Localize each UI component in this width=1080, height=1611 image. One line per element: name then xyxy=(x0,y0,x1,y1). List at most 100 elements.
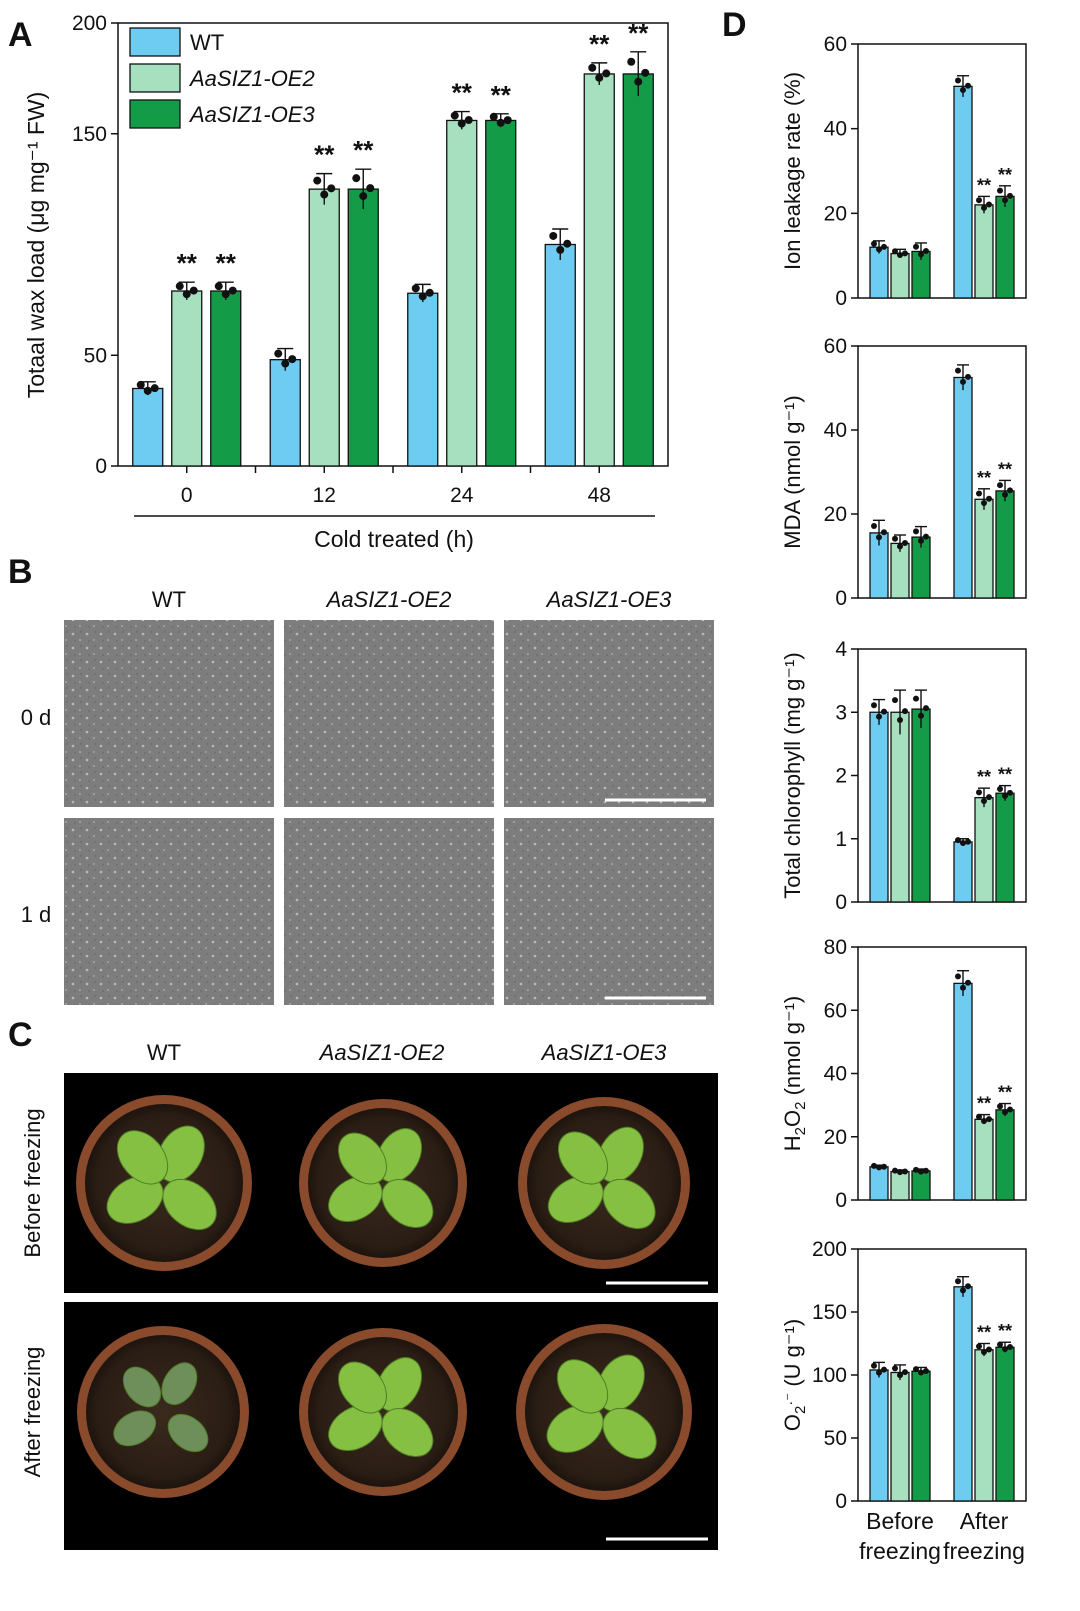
data-point xyxy=(902,1369,908,1376)
bar-AaSIZ1-OE2-0 xyxy=(171,290,203,467)
data-point xyxy=(327,184,336,193)
data-point xyxy=(955,77,961,84)
data-point xyxy=(897,252,903,259)
data-point xyxy=(913,528,919,535)
bar-WT-After freezing xyxy=(953,1286,973,1502)
x-tick-label: After xyxy=(960,1508,1009,1534)
data-point xyxy=(876,713,882,720)
data-point xyxy=(1007,789,1013,796)
y-tick-label: 50 xyxy=(84,344,107,367)
data-point xyxy=(955,837,961,844)
data-point xyxy=(997,187,1003,194)
bar-WT-Before freezing xyxy=(869,711,889,903)
panel-b-label: B xyxy=(8,553,33,591)
bar-AaSIZ1-OE2-After freezing xyxy=(974,1349,994,1502)
plant-leaf xyxy=(106,1175,164,1224)
y-tick-label: 20 xyxy=(824,202,847,225)
bar-WT-0 xyxy=(132,387,164,467)
plant-leaf xyxy=(162,1178,217,1231)
sem-image-wt-0d xyxy=(64,620,274,807)
panel-d-label: D xyxy=(722,6,747,44)
significance-mark: ** xyxy=(314,140,335,170)
y-tick-label: 200 xyxy=(812,1238,847,1261)
data-point xyxy=(221,290,230,299)
panel-c-row-before: Before freezing xyxy=(20,1108,45,1257)
bar-AaSIZ1-OE3-12 xyxy=(347,188,379,467)
y-tick-label: 60 xyxy=(824,999,847,1022)
data-point xyxy=(627,57,636,66)
pot-soil xyxy=(525,1333,683,1491)
panel-b-row-0d: 0 d xyxy=(21,705,52,730)
y-axis-title-D3: Total chlorophyll (mg g⁻¹) xyxy=(780,652,805,898)
data-point xyxy=(182,290,191,299)
bar-AaSIZ1-OE2-Before freezing xyxy=(890,1371,910,1502)
sem-image-oe3-1d xyxy=(504,818,714,1005)
data-point xyxy=(892,1167,898,1174)
bar-AaSIZ1-OE3-Before freezing xyxy=(911,1170,931,1201)
data-point xyxy=(960,87,966,94)
data-point xyxy=(876,1164,882,1171)
plot-frame-D2 xyxy=(857,345,1027,599)
significance-mark: ** xyxy=(452,78,473,108)
significance-mark: ** xyxy=(998,1321,1012,1341)
panel-b-row-1d: 1 d xyxy=(21,902,52,927)
data-point xyxy=(871,240,877,247)
bar-AaSIZ1-OE3-Before freezing xyxy=(911,1370,931,1502)
data-point xyxy=(897,543,903,550)
plant-leaf xyxy=(602,1407,657,1460)
pot-soil xyxy=(308,1337,458,1487)
data-point xyxy=(411,284,420,293)
plant-leaf xyxy=(156,1125,205,1183)
legend-label: AaSIZ1-OE3 xyxy=(188,102,315,127)
data-point xyxy=(976,789,982,796)
significance-mark: ** xyxy=(177,248,198,278)
data-point xyxy=(136,380,145,389)
data-point xyxy=(923,1167,929,1174)
data-point xyxy=(986,495,992,502)
plant-leaf xyxy=(328,1175,383,1223)
panel-b-col-oe2: AaSIZ1-OE2 xyxy=(325,587,452,612)
data-point xyxy=(918,712,924,719)
data-point xyxy=(556,245,565,254)
legend-swatch xyxy=(129,99,181,129)
data-point xyxy=(960,1287,966,1294)
plant-leaf xyxy=(161,1362,198,1406)
data-point xyxy=(1002,197,1008,204)
data-point xyxy=(876,534,882,541)
data-point xyxy=(418,292,427,301)
data-point xyxy=(464,116,473,125)
plot-frame-D1 xyxy=(857,43,1027,299)
significance-mark: ** xyxy=(977,1094,991,1114)
bar-AaSIZ1-OE2-Before freezing xyxy=(890,252,910,299)
x-tick-label: 24 xyxy=(450,484,474,507)
bar-WT-Before freezing xyxy=(869,1369,889,1502)
bar-AaSIZ1-OE3-0 xyxy=(210,290,242,467)
significance-mark: ** xyxy=(998,459,1012,479)
data-point xyxy=(976,197,982,204)
plant-leaf xyxy=(122,1366,162,1408)
panel-c-col-wt: WT xyxy=(147,1040,181,1065)
data-point xyxy=(918,251,924,258)
data-point xyxy=(976,1113,982,1120)
significance-mark: ** xyxy=(998,165,1012,185)
bar-WT-Before freezing xyxy=(869,1166,889,1201)
data-point xyxy=(897,1372,903,1379)
data-point xyxy=(1002,1109,1008,1116)
data-point xyxy=(892,1365,898,1372)
bar-AaSIZ1-OE3-Before freezing xyxy=(911,708,931,903)
data-point xyxy=(588,63,597,72)
data-point xyxy=(881,708,887,715)
data-point xyxy=(871,1162,877,1169)
y-tick-label: 0 xyxy=(835,287,847,310)
data-point xyxy=(871,1362,877,1369)
data-point xyxy=(503,116,512,125)
y-tick-label: 20 xyxy=(824,503,847,526)
bar-AaSIZ1-OE3-After freezing xyxy=(995,490,1015,599)
significance-mark: ** xyxy=(977,175,991,195)
significance-mark: ** xyxy=(216,248,237,278)
data-point xyxy=(902,539,908,546)
data-point xyxy=(965,1283,971,1290)
data-point xyxy=(313,176,322,185)
sem-image-oe3-0d xyxy=(504,620,714,807)
significance-mark: ** xyxy=(998,1083,1012,1103)
